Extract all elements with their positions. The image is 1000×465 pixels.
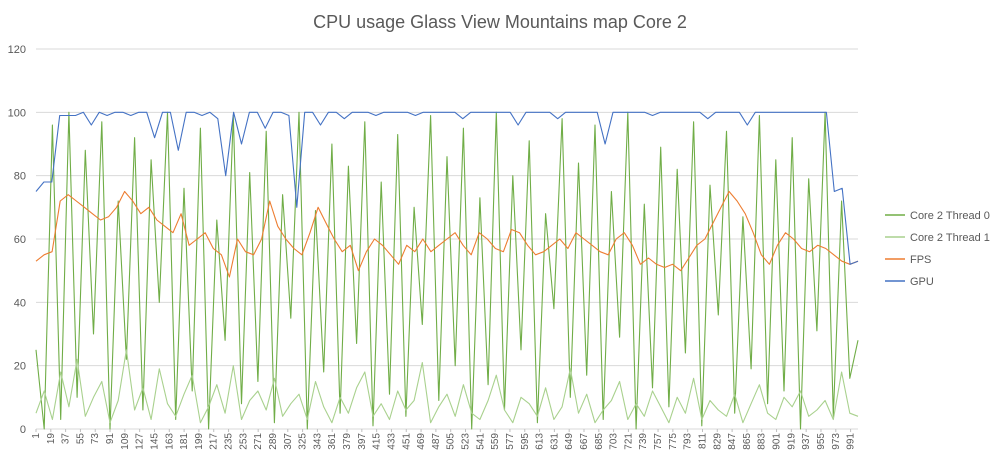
x-tick-label: 325 [298, 433, 309, 450]
x-tick-label: 19 [46, 433, 57, 445]
x-tick-label: 127 [135, 433, 146, 450]
y-tick-label: 80 [14, 171, 26, 183]
x-tick-label: 757 [653, 433, 664, 450]
series-group [35, 111, 859, 430]
x-tick-label: 649 [564, 433, 575, 450]
y-tick-label: 100 [8, 107, 26, 119]
x-tick-label: 667 [579, 433, 590, 450]
series-line-core-2-thread-0 [35, 111, 859, 430]
x-tick-label: 721 [623, 433, 634, 450]
x-tick-label: 289 [268, 433, 279, 450]
series-line-core-2-thread-1 [35, 349, 859, 424]
legend-label-fps: FPS [910, 254, 931, 266]
x-tick-label: 145 [149, 433, 160, 450]
x-tick-label: 937 [801, 433, 812, 450]
x-tick-label: 919 [786, 433, 797, 450]
x-tick-label: 559 [490, 433, 501, 450]
x-tick-label: 271 [253, 433, 264, 450]
x-tick-label: 631 [549, 433, 560, 450]
x-tick-label: 901 [772, 433, 783, 450]
x-tick-label: 163 [164, 433, 175, 450]
x-tick-label: 181 [179, 433, 190, 450]
x-tick-label: 1 [31, 433, 42, 439]
x-tick-label: 523 [461, 433, 472, 450]
x-tick-label: 793 [683, 433, 694, 450]
x-tick-label: 973 [831, 433, 842, 450]
x-tick-label: 685 [594, 433, 605, 450]
x-tick-label: 361 [327, 433, 338, 450]
series-line-fps [35, 190, 859, 278]
x-tick-label: 73 [90, 433, 101, 445]
x-tick-label: 487 [431, 433, 442, 450]
y-tick-label: 40 [14, 297, 26, 309]
x-tick-label: 829 [712, 433, 723, 450]
x-tick-label: 379 [342, 433, 353, 450]
x-tick-label: 199 [194, 433, 205, 450]
x-tick-label: 37 [61, 433, 72, 445]
x-tick-label: 955 [816, 433, 827, 450]
x-tick-label: 415 [372, 433, 383, 450]
x-tick-label: 109 [120, 433, 131, 450]
x-tick-label: 865 [742, 433, 753, 450]
x-tick-label: 811 [697, 433, 708, 449]
y-tick-label: 0 [20, 424, 26, 436]
x-tick-label: 595 [520, 433, 531, 450]
x-tick-label: 577 [505, 433, 516, 450]
x-tick-label: 235 [224, 433, 235, 450]
x-tick-label: 613 [535, 433, 546, 450]
x-tick-label: 253 [238, 433, 249, 450]
x-tick-label: 703 [609, 433, 620, 450]
series-line-gpu [35, 111, 859, 265]
legend-label-core-2-thread-0: Core 2 Thread 0 [910, 210, 990, 222]
legend-label-gpu: GPU [910, 276, 934, 288]
x-tick-label: 469 [416, 433, 427, 450]
chart-title: CPU usage Glass View Mountains map Core … [313, 12, 687, 32]
x-tick-label: 343 [312, 433, 323, 450]
y-axis-ticks: 0 20 40 60 80 100 120 [8, 44, 26, 436]
y-tick-label: 120 [8, 44, 26, 56]
x-tick-label: 397 [357, 433, 368, 450]
x-tick-label: 991 [846, 433, 857, 450]
x-tick-label: 739 [638, 433, 649, 450]
x-tick-label: 847 [727, 433, 738, 450]
x-tick-label: 883 [757, 433, 768, 450]
x-tick-label: 505 [446, 433, 457, 450]
x-tick-label: 307 [283, 433, 294, 450]
x-tick-label: 541 [475, 433, 486, 450]
y-tick-label: 60 [14, 234, 26, 246]
x-tick-label: 775 [668, 433, 679, 450]
x-tick-label: 55 [75, 433, 86, 445]
x-tick-label: 217 [209, 433, 220, 450]
x-axis-ticks: 1 19 37 55 73 91 109 127 145 163 181 199 217 235 253 27… [31, 429, 857, 450]
y-tick-label: 20 [14, 361, 26, 373]
legend: Core 2 Thread 0 Core 2 Thread 1 FPS GPU [885, 210, 990, 288]
x-tick-label: 433 [386, 433, 397, 450]
x-tick-label: 451 [401, 433, 412, 450]
x-tick-label: 91 [105, 433, 116, 445]
legend-label-core-2-thread-1: Core 2 Thread 1 [910, 232, 990, 244]
